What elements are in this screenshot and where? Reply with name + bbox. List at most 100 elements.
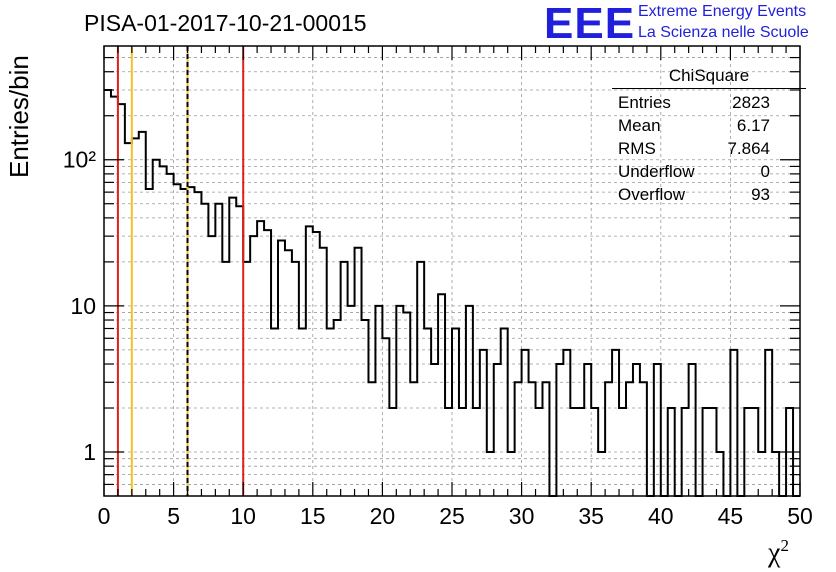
stats-value: 6.17	[736, 116, 770, 135]
histogram-bin	[424, 329, 431, 496]
histogram-bin	[438, 294, 445, 496]
x-tick-label: 40	[648, 503, 674, 529]
x-tick-label: 0	[98, 503, 111, 529]
histogram-bin	[410, 382, 417, 496]
histogram-bin	[431, 364, 438, 496]
histogram-bin	[292, 262, 299, 496]
histogram-bin	[139, 132, 146, 496]
x-tick-label: 10	[230, 503, 256, 529]
histogram-bin	[522, 350, 529, 496]
histogram-bin	[229, 198, 236, 496]
histogram-bin	[494, 364, 501, 496]
x-axis-label: χ2	[768, 536, 789, 569]
x-tick-label: 5	[167, 503, 180, 529]
stats-row: Mean 6.17	[612, 114, 806, 137]
stats-row: Underflow 0	[612, 160, 806, 183]
x-axis-label-main: χ	[768, 537, 781, 569]
histogram-bin	[452, 329, 459, 496]
histogram-bin	[299, 329, 306, 496]
histogram-bin	[654, 364, 661, 496]
stats-label: Overflow	[618, 185, 686, 204]
chart-title: PISA-01-2017-10-21-00015	[84, 10, 367, 36]
histogram-bin	[368, 382, 375, 496]
histogram-bin	[417, 262, 424, 496]
histogram-bin	[341, 262, 348, 496]
stats-row: Overflow 93	[612, 183, 806, 206]
histogram-bin	[125, 143, 132, 496]
stats-box: ChiSquare Entries 2823 Mean 6.17 RMS 7.864 …	[612, 66, 806, 206]
stats-label: Underflow	[618, 162, 695, 181]
histogram-bin	[396, 306, 403, 496]
histogram-bin	[765, 350, 772, 496]
histogram-bin	[348, 306, 355, 496]
x-tick-label: 50	[787, 503, 813, 529]
stats-value: 0	[760, 162, 770, 181]
histogram-bin	[264, 230, 271, 496]
histogram-bin	[111, 97, 118, 496]
x-tick-label: 15	[300, 503, 326, 529]
histogram-bin	[612, 350, 619, 496]
x-tick-label: 20	[370, 503, 396, 529]
histogram-bin	[466, 306, 473, 496]
x-tick-label: 25	[439, 503, 465, 529]
histogram-bin	[515, 382, 522, 496]
stats-label: Mean	[618, 116, 661, 135]
histogram-bin	[730, 350, 737, 496]
histogram-bin	[529, 382, 536, 496]
x-axis-label-sup: 2	[780, 536, 789, 555]
histogram-bin	[556, 364, 563, 496]
histogram-bin	[605, 382, 612, 496]
histogram-bin	[584, 364, 591, 496]
histogram-bin	[285, 250, 292, 496]
histogram-bin	[188, 187, 195, 496]
histogram-bin	[501, 329, 508, 496]
histogram-bin	[257, 221, 264, 496]
eee-logo: EEE	[544, 0, 636, 48]
histogram-bin	[640, 382, 647, 496]
stats-row: Entries 2823	[612, 91, 806, 114]
stats-row: RMS 7.864	[612, 137, 806, 160]
y-tick-label: 10	[70, 293, 96, 319]
logo-line-2: La Scienza nelle Scuole	[638, 24, 809, 41]
logo-line-1: Extreme Energy Events	[638, 3, 807, 20]
histogram-bin	[563, 350, 570, 496]
x-tick-label: 35	[578, 503, 604, 529]
histogram-bin	[208, 236, 215, 496]
histogram-bin	[633, 364, 640, 496]
stats-label: Entries	[618, 93, 671, 112]
x-tick-label: 45	[718, 503, 744, 529]
histogram-bin	[153, 160, 160, 496]
stats-divider	[612, 88, 806, 89]
histogram-bin	[167, 174, 174, 496]
histogram-bin	[181, 189, 188, 496]
histogram-bin	[174, 184, 181, 496]
histogram-bin	[382, 338, 389, 496]
histogram-bin	[243, 262, 250, 496]
y-tick-label: 10²	[63, 147, 97, 173]
histogram-bin	[542, 382, 549, 496]
y-tick-label: 1	[83, 439, 96, 465]
stats-value: 7.864	[727, 139, 770, 158]
histogram-bin	[104, 90, 111, 496]
histogram-bin	[236, 206, 243, 496]
histogram-bin	[146, 189, 153, 496]
histogram-bin	[689, 364, 696, 496]
histogram-bin	[271, 329, 278, 496]
y-axis-label: Entries/bin	[4, 55, 34, 178]
histogram-bin	[626, 382, 633, 496]
histogram-bin	[306, 226, 313, 496]
stats-title: ChiSquare	[668, 66, 750, 85]
histogram-bin	[194, 192, 201, 496]
histogram-bin	[160, 166, 167, 496]
stats-value: 2823	[732, 93, 770, 112]
stats-label: RMS	[618, 139, 656, 158]
histogram-bin	[222, 262, 229, 496]
histogram-bin	[375, 306, 382, 496]
histogram-bin	[250, 236, 257, 496]
histogram-bin	[278, 241, 285, 496]
histogram-bin	[480, 350, 487, 496]
histogram-bin	[118, 104, 125, 496]
histogram-bin	[327, 329, 334, 496]
x-tick-label: 30	[509, 503, 535, 529]
